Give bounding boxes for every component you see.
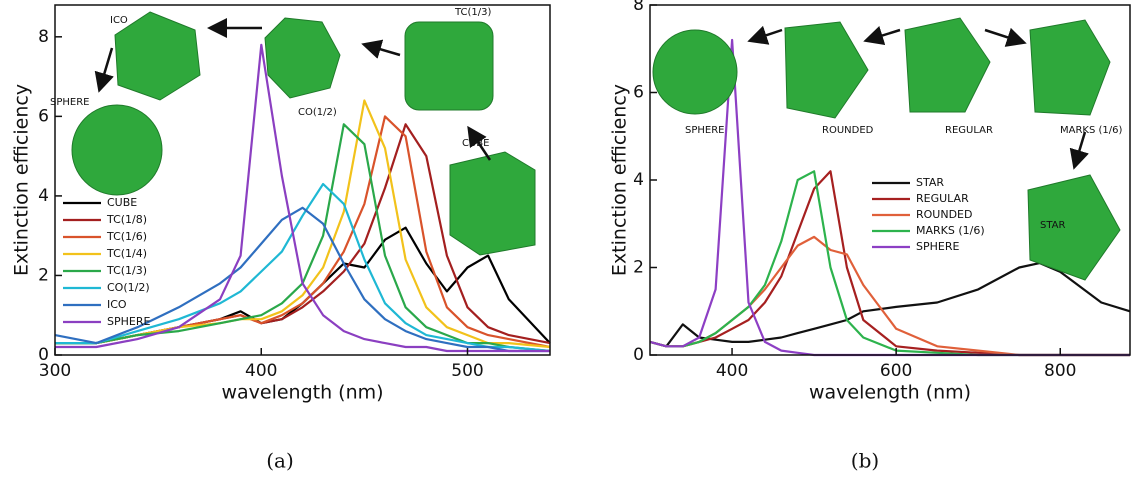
- y-tick-label: 4: [633, 170, 644, 190]
- y-tick-label: 8: [38, 27, 49, 47]
- caption: (b): [851, 449, 879, 473]
- y-tick-label: 6: [633, 83, 644, 103]
- star-shape: [1027, 174, 1121, 281]
- shape-label: CO(1/2): [298, 107, 337, 118]
- series-line: [55, 99, 551, 349]
- arrow: [467, 125, 492, 161]
- co-shape: [264, 17, 341, 99]
- shape-label: REGULAR: [945, 125, 993, 136]
- x-tick-label: 400: [716, 361, 748, 381]
- arrow: [1069, 131, 1089, 170]
- legend-label: TC(1/4): [106, 247, 147, 260]
- legend-label: TC(1/6): [106, 230, 147, 243]
- x-tick-label: 600: [880, 361, 912, 381]
- y-tick-label: 0: [633, 345, 644, 365]
- shape-label: ROUNDED: [822, 125, 874, 136]
- shape-label: STAR: [1040, 220, 1066, 231]
- sphere-shape: [652, 29, 738, 115]
- y-tick-label: 4: [38, 186, 49, 206]
- marks-shape: [1029, 19, 1111, 116]
- shape-illustrations: ICO SPHERE CO(1/2) TC(1/3) CUBE SPHERE ROUNDED…: [50, 7, 1122, 281]
- x-tick-label: 500: [451, 361, 483, 381]
- panel: 400 600 800 0 2 4 6 8 wavelength (nm) Extinction …: [609, 0, 1131, 473]
- x-axis-label: wavelength (nm): [221, 382, 383, 404]
- shape-label: MARKS (1/6): [1060, 125, 1122, 136]
- y-tick-label: 0: [38, 345, 49, 365]
- shape-label: TC(1/3): [454, 7, 492, 18]
- plot-frame: [54, 4, 551, 356]
- y-tick-label: 2: [633, 258, 644, 278]
- legend-label: ICO: [107, 298, 127, 311]
- series-line: [55, 43, 550, 353]
- series-line: [55, 182, 551, 353]
- x-tick-label: 800: [1044, 361, 1076, 381]
- y-axis-label: Extinction efficiency: [609, 84, 631, 276]
- legend-label: SPHERE: [916, 240, 959, 253]
- legend-label: ROUNDED: [916, 208, 972, 221]
- y-tick-label: 2: [38, 265, 49, 285]
- regular-shape: [904, 17, 991, 113]
- legend: CUBE TC(1/8) TC(1/6) TC(1/4) TC(1/3) CO(1/2) I…: [63, 196, 150, 328]
- legend-label: CUBE: [107, 196, 137, 209]
- shape-label: ICO: [110, 15, 128, 26]
- arrow: [984, 27, 1027, 47]
- x-tick-label: 300: [39, 361, 71, 381]
- legend-label: TC(1/3): [106, 264, 147, 277]
- tc-shape: [404, 21, 494, 111]
- y-tick-label: 8: [633, 0, 644, 15]
- legend-label: TC(1/8): [106, 213, 147, 226]
- caption: (a): [266, 449, 294, 473]
- x-tick-label: 400: [245, 361, 277, 381]
- arrow: [747, 25, 783, 45]
- rounded-shape: [784, 21, 869, 119]
- shape-label: SPHERE: [50, 97, 89, 108]
- legend-label: STAR: [916, 176, 944, 189]
- sphere-shape: [71, 104, 163, 196]
- y-axis-label: Extinction efficiency: [11, 84, 33, 276]
- arrow: [863, 25, 901, 46]
- legend-label: REGULAR: [916, 192, 969, 205]
- legend-label: MARKS (1/6): [916, 224, 985, 237]
- arrow: [361, 39, 401, 59]
- panel: 300 400 500 0 2 4 6 8 wavelength (nm) Extinction …: [11, 4, 551, 473]
- legend-label: CO(1/2): [107, 281, 150, 294]
- series-line: [54, 206, 550, 353]
- y-tick-label: 6: [38, 106, 49, 126]
- shape-label: SPHERE: [685, 125, 724, 136]
- shape-label: CUBE: [462, 138, 489, 149]
- x-axis-label: wavelength (nm): [809, 382, 971, 404]
- arrow: [94, 47, 114, 93]
- legend-label: SPHERE: [107, 315, 150, 328]
- legend: STAR REGULAR ROUNDED MARKS (1/6) SPHERE: [872, 176, 985, 253]
- ico-shape: [114, 11, 201, 101]
- cube-shape: [449, 151, 536, 256]
